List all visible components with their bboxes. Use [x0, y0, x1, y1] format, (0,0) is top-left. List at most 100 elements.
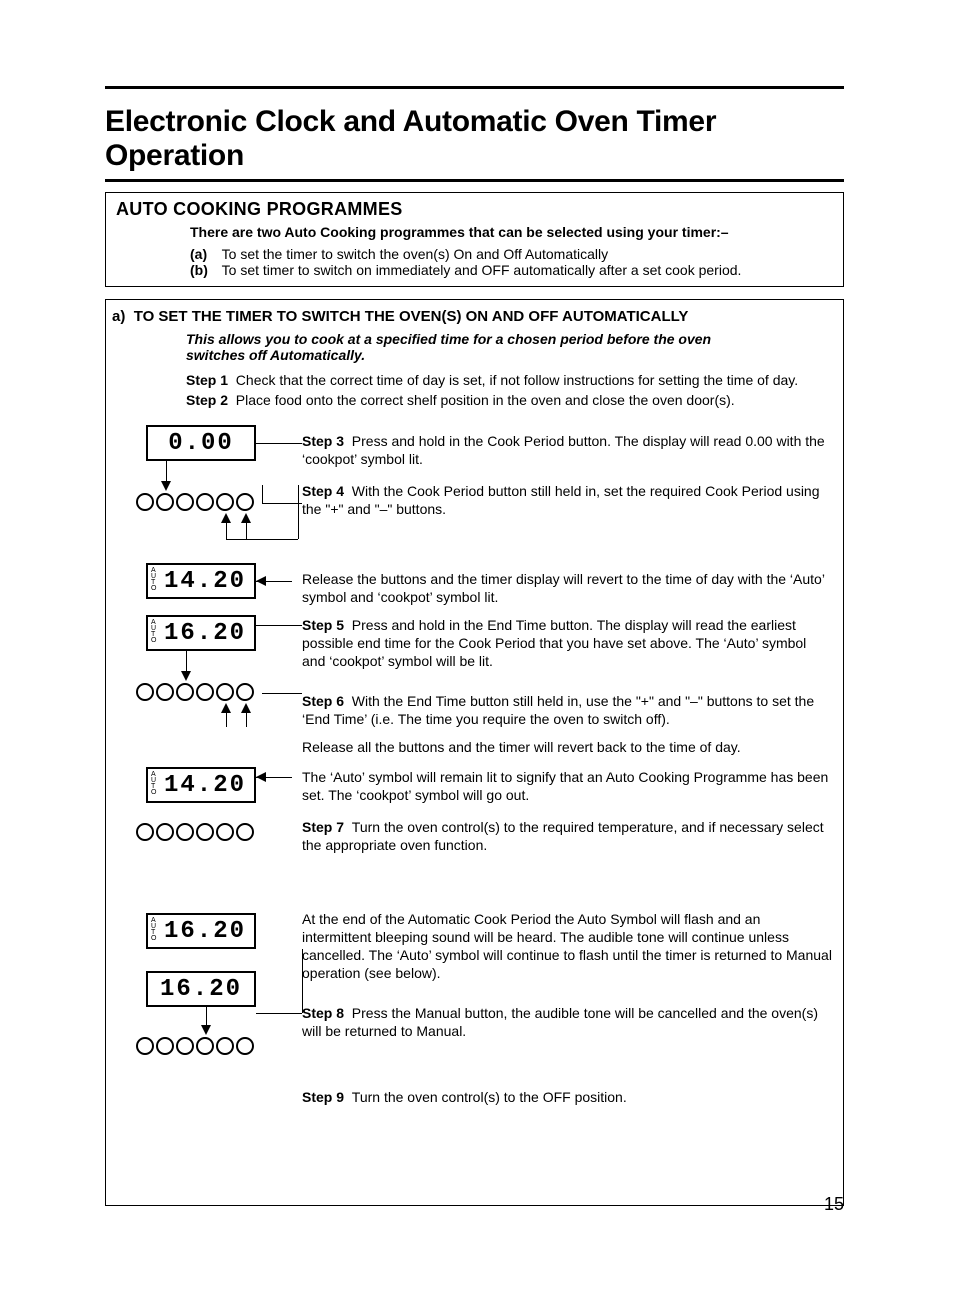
leader-step8: [256, 1013, 302, 1014]
intro-lead: There are two Auto Cooking programmes th…: [190, 224, 833, 240]
timer-button-icon: [216, 493, 234, 511]
display-2: AUTO 14.20: [146, 563, 256, 599]
leader-step6: [262, 693, 302, 694]
step5: Step 5 Press and hold in the End Time bu…: [302, 617, 833, 671]
step6-label: Step 6: [302, 693, 344, 709]
timer-button-icon: [136, 1037, 154, 1055]
arrow-d3-down-icon: [181, 671, 191, 681]
display-6: 16.20: [146, 971, 256, 1007]
timer-button-icon: [156, 493, 174, 511]
arrow-auto-note-left-icon: [256, 772, 266, 782]
line-pm-h: [226, 539, 298, 540]
step7-label: Step 7: [302, 819, 344, 835]
arrow-d6-down-icon: [201, 1025, 211, 1035]
display-1-value: 0.00: [168, 430, 234, 457]
display-2-value: 14.20: [164, 568, 246, 595]
arrow-minus2-up-icon: [241, 703, 251, 713]
rule-under-title: [105, 179, 844, 182]
step1-text: Check that the correct time of day is se…: [236, 372, 798, 388]
rule-top: [105, 86, 844, 89]
display-3: AUTO 16.20: [146, 615, 256, 651]
button-row-3: [136, 823, 254, 841]
timer-button-icon: [156, 823, 174, 841]
timer-button-icon: [156, 1037, 174, 1055]
section-a-heading-text: TO SET THE TIMER TO SWITCH THE OVEN(S) O…: [134, 308, 689, 325]
intro-a-label: (a): [190, 246, 218, 262]
step5-label: Step 5: [302, 617, 344, 633]
display-1: 0.00: [146, 425, 256, 461]
arrow-plus2-up-icon: [221, 703, 231, 713]
step2: Step 2 Place food onto the correct shelf…: [186, 391, 837, 409]
timer-button-icon: [216, 823, 234, 841]
timer-button-icon: [236, 823, 254, 841]
timer-button-icon: [196, 823, 214, 841]
intro-a: (a) To set the timer to switch the oven(…: [190, 246, 833, 262]
display-3-value: 16.20: [164, 620, 246, 647]
leader-step4: [262, 503, 302, 504]
leader-step5: [256, 625, 302, 626]
line-pm-v: [298, 485, 299, 539]
auto-label-icon: AUTO: [151, 620, 157, 644]
section-a-prefix: a): [112, 308, 125, 325]
display-6-value: 16.20: [160, 976, 242, 1003]
line-d6-down: [206, 1007, 207, 1025]
step1-label: Step 1: [186, 372, 228, 388]
step6-text: With the End Time button still held in, …: [302, 693, 814, 727]
section-a-italic-lead: This allows you to cook at a specified t…: [186, 331, 746, 363]
intro-b-label: (b): [190, 262, 218, 278]
arrow-d1-down-icon: [161, 481, 171, 491]
timer-button-icon: [156, 683, 174, 701]
timer-button-icon: [176, 493, 194, 511]
intro-box: AUTO COOKING PROGRAMMES There are two Au…: [105, 192, 844, 287]
page-number: 15: [824, 1194, 844, 1215]
intro-heading: AUTO COOKING PROGRAMMES: [116, 199, 833, 220]
timer-button-icon: [236, 1037, 254, 1055]
auto-note: The ‘Auto’ symbol will remain lit to sig…: [302, 769, 833, 805]
line-d3-down: [186, 651, 187, 671]
step9: Step 9 Turn the oven control(s) to the O…: [302, 1089, 833, 1107]
timer-button-icon: [136, 493, 154, 511]
button-row-1: [136, 493, 254, 511]
release2: Release all the buttons and the timer wi…: [302, 739, 833, 757]
timer-button-icon: [196, 1037, 214, 1055]
timer-button-icon: [216, 683, 234, 701]
display-5: AUTO 16.20: [146, 913, 256, 949]
step9-label: Step 9: [302, 1089, 344, 1105]
arrow-plus-up-icon: [221, 513, 231, 523]
arrow-release1-left-icon: [256, 576, 266, 586]
timer-button-icon: [136, 683, 154, 701]
timer-button-icon: [236, 683, 254, 701]
auto-label-icon: AUTO: [151, 568, 157, 592]
timer-button-icon: [216, 1037, 234, 1055]
line-minus2: [246, 713, 247, 727]
step8-text: Press the Manual button, the audible ton…: [302, 1005, 818, 1039]
step4-text: With the Cook Period button still held i…: [302, 483, 820, 517]
timer-button-icon: [196, 683, 214, 701]
step2-text: Place food onto the correct shelf positi…: [236, 392, 735, 408]
button-row-2: [136, 683, 254, 701]
step3: Step 3 Press and hold in the Cook Period…: [302, 433, 833, 469]
step3-label: Step 3: [302, 433, 344, 449]
timer-button-icon: [236, 493, 254, 511]
release1: Release the buttons and the timer displa…: [302, 571, 833, 607]
line-plus2: [226, 713, 227, 727]
end-note: At the end of the Automatic Cook Period …: [302, 911, 833, 983]
display-5-value: 16.20: [164, 918, 246, 945]
auto-label-icon: AUTO: [151, 772, 157, 796]
step6: Step 6 With the End Time button still he…: [302, 693, 833, 729]
step1: Step 1 Check that the correct time of da…: [186, 371, 837, 389]
step8-label: Step 8: [302, 1005, 344, 1021]
section-a-heading: a) TO SET THE TIMER TO SWITCH THE OVEN(S…: [112, 308, 837, 325]
illustration-area: 0.00: [112, 425, 837, 1185]
timer-button-icon: [176, 823, 194, 841]
leader-step4-v: [262, 485, 263, 503]
step7-text: Turn the oven control(s) to the required…: [302, 819, 824, 853]
step4: Step 4 With the Cook Period button still…: [302, 483, 833, 519]
step9-text: Turn the oven control(s) to the OFF posi…: [352, 1089, 627, 1105]
line-minus-up: [246, 523, 247, 539]
display-4-value: 14.20: [164, 772, 246, 799]
step5-text: Press and hold in the End Time button. T…: [302, 617, 806, 669]
page-title: Electronic Clock and Automatic Oven Time…: [105, 105, 844, 173]
line-plus-up: [226, 523, 227, 539]
intro-b-text: To set timer to switch on immediately an…: [222, 262, 742, 278]
